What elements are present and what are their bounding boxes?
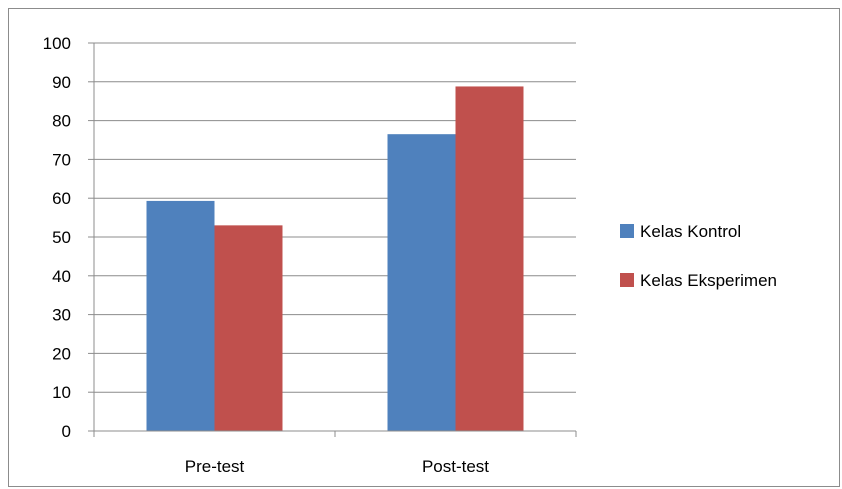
x-tick-label: Post-test (422, 457, 489, 476)
bar-kelas-kontrol-post-test (387, 134, 456, 431)
legend-swatch (620, 273, 634, 287)
y-tick-label: 30 (52, 306, 71, 325)
y-tick-label: 0 (62, 422, 71, 441)
bar-kelas-eksperimen-post-test (455, 86, 524, 432)
y-tick-label: 80 (52, 112, 71, 131)
bars (146, 86, 524, 432)
y-tick-label: 40 (52, 267, 71, 286)
legend: Kelas Kontrol Kelas Eksperimen (620, 222, 777, 290)
y-tick-label: 90 (52, 73, 71, 92)
bar-kelas-kontrol-pre-test (146, 200, 215, 431)
legend-label: Kelas Eksperimen (640, 271, 777, 290)
y-axis-ticks: 0 10 20 30 40 50 60 70 80 90 100 (43, 34, 71, 441)
y-tick-label: 70 (52, 150, 71, 169)
y-tick-label: 10 (52, 383, 71, 402)
x-tick-label: Pre-test (185, 457, 245, 476)
y-tick-label: 60 (52, 189, 71, 208)
axes (88, 42, 577, 437)
bar-kelas-eksperimen-pre-test (214, 225, 283, 431)
y-tick-label: 50 (52, 228, 71, 247)
x-axis-ticks: Pre-test Post-test (185, 457, 490, 476)
y-tick-label: 100 (43, 34, 71, 53)
legend-swatch (620, 224, 634, 238)
y-tick-label: 20 (52, 344, 71, 363)
legend-label: Kelas Kontrol (640, 222, 741, 241)
